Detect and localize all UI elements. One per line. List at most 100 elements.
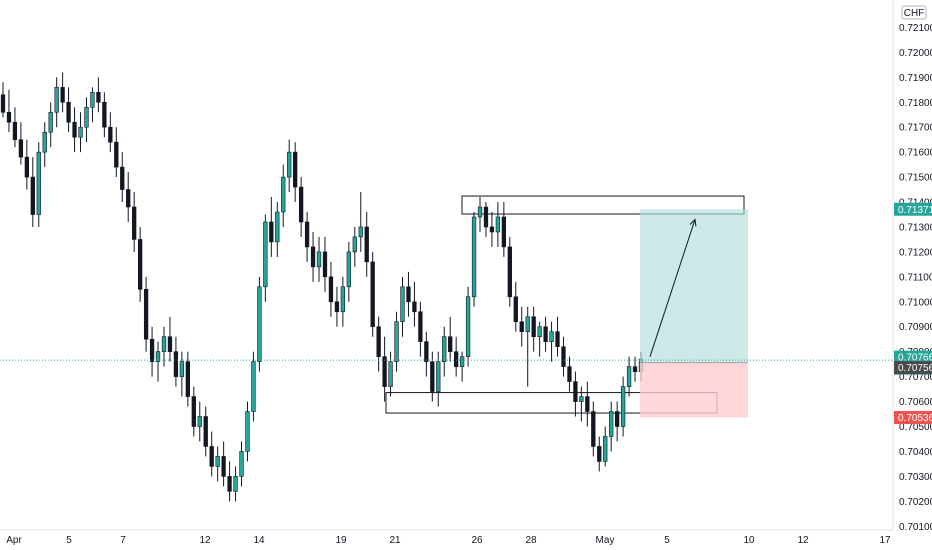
currency-badge[interactable]: CHF xyxy=(901,5,927,20)
candle xyxy=(96,77,101,113)
candle xyxy=(632,356,638,382)
x-tick-label: 12 xyxy=(797,535,809,546)
y-tick-label: 0.70500 xyxy=(899,422,932,433)
candle xyxy=(12,107,18,148)
y-tick-label: 0.70300 xyxy=(899,472,932,483)
x-tick-label: 17 xyxy=(879,535,891,546)
candle xyxy=(579,386,584,422)
candle xyxy=(483,202,489,237)
candle xyxy=(489,212,495,247)
y-tick-label: 0.71500 xyxy=(899,173,932,184)
candle xyxy=(501,202,507,257)
target-price-tag: 0.71371 xyxy=(894,202,932,216)
x-tick-label: 5 xyxy=(66,535,72,546)
candle xyxy=(615,401,620,442)
y-tick-label: 0.71300 xyxy=(899,222,932,233)
candle xyxy=(137,226,143,302)
candle xyxy=(42,122,47,168)
candle xyxy=(591,401,596,457)
candle xyxy=(322,236,328,292)
candle xyxy=(358,192,363,252)
candle xyxy=(167,316,173,362)
candle xyxy=(36,142,41,227)
y-tick-label: 0.70600 xyxy=(899,397,932,408)
candle xyxy=(442,326,447,377)
candle xyxy=(549,321,554,362)
overlay-layer xyxy=(0,209,893,418)
x-tick-label: 12 xyxy=(199,535,211,546)
stop-price-tag: 0.70536 xyxy=(894,411,932,425)
time-axis[interactable]: Apr 5 7 12 14 19 21 26 28 May 5 10 12 17 xyxy=(6,535,891,546)
candle xyxy=(620,376,626,437)
candle xyxy=(454,336,459,377)
candle xyxy=(352,226,357,267)
candle xyxy=(436,351,441,407)
entry-price-tag-text: 0.70756 xyxy=(898,363,932,374)
candle xyxy=(132,192,137,252)
candle xyxy=(54,77,59,128)
candle xyxy=(400,276,405,337)
y-tick-label: 0.71600 xyxy=(899,148,932,159)
price-axis[interactable]: 0.72000 0.71900 0.71800 0.71700 0.71600 0.715… xyxy=(899,23,932,533)
y-tick-label: 0.70900 xyxy=(899,322,932,333)
candle xyxy=(185,351,190,407)
candle xyxy=(149,326,155,377)
candle xyxy=(0,82,6,118)
candle xyxy=(340,276,346,327)
currency-badge-label: CHF xyxy=(904,8,925,19)
x-tick-label: May xyxy=(596,535,615,546)
x-tick-label: 19 xyxy=(335,535,347,546)
candle xyxy=(388,351,393,397)
candle xyxy=(209,431,214,477)
projection-arrow-head xyxy=(689,218,697,227)
candle xyxy=(310,231,316,282)
x-tick-label: 7 xyxy=(120,535,126,546)
stop-zone[interactable] xyxy=(640,362,748,418)
candle xyxy=(227,461,232,502)
candle xyxy=(525,306,530,387)
candle xyxy=(459,351,465,382)
candle xyxy=(18,122,24,165)
x-tick-label: Apr xyxy=(6,535,22,546)
candle xyxy=(573,371,578,417)
y-tick-label: 0.71800 xyxy=(899,98,932,109)
candle xyxy=(346,241,351,302)
candle xyxy=(126,172,131,222)
projection-arrow[interactable] xyxy=(649,219,696,357)
candle xyxy=(108,112,113,153)
x-tick-label: 26 xyxy=(471,535,483,546)
candle xyxy=(48,102,53,148)
candle xyxy=(269,197,274,257)
candle xyxy=(477,197,483,232)
candle xyxy=(567,356,572,392)
candle xyxy=(626,356,632,397)
candle xyxy=(143,276,149,352)
candle xyxy=(555,316,560,357)
target-zone[interactable] xyxy=(640,209,748,363)
candle xyxy=(298,177,304,237)
candle xyxy=(412,281,417,327)
candle xyxy=(251,351,256,422)
candle xyxy=(495,202,501,247)
candle xyxy=(424,331,429,377)
candle xyxy=(293,142,298,203)
candle xyxy=(203,406,208,457)
candle xyxy=(84,97,89,143)
candle xyxy=(6,89,12,133)
y-tick-label: 0.72100 xyxy=(899,23,932,34)
candle xyxy=(60,72,65,113)
candle xyxy=(531,306,536,352)
candle xyxy=(597,436,602,472)
candle xyxy=(406,271,411,317)
candle xyxy=(197,401,202,442)
candle xyxy=(233,466,238,502)
y-tick-label: 0.72000 xyxy=(899,48,932,59)
y-tick-label: 0.70700 xyxy=(899,372,932,383)
candle xyxy=(191,386,196,437)
candle xyxy=(72,107,77,153)
stop-price-tag-text: 0.70536 xyxy=(898,413,932,424)
candle xyxy=(215,446,220,482)
